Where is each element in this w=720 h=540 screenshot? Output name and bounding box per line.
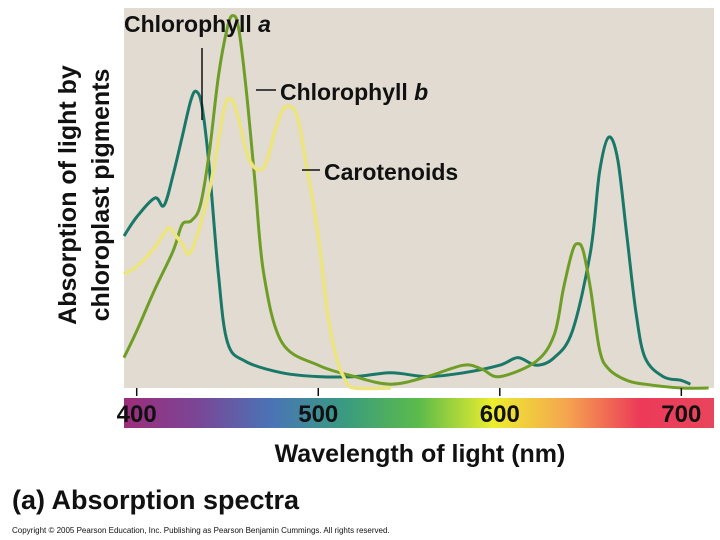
y-axis-label-group: Absorption of light by chloroplast pigme… <box>54 65 115 325</box>
x-tick-marks <box>135 388 683 396</box>
series-line-chlorophyll-a <box>122 89 692 386</box>
series-label-chlorophyll-b: Chlorophyll b <box>280 79 428 105</box>
figure-title: (a) Absorption spectra <box>12 485 300 515</box>
x-axis-label: Wavelength of light (nm) <box>275 440 566 468</box>
x-tick-label-700: 700 <box>661 401 701 428</box>
series-label-chlorophyll-a: Chlorophyll a <box>124 11 271 37</box>
visible-spectrum-bar <box>124 398 714 428</box>
x-tick-labels: 400 500 600 700 <box>117 401 702 428</box>
y-axis-label-line-2: chloroplast pigments <box>87 69 115 322</box>
plot-area <box>124 8 714 388</box>
y-axis-label-line-1: Absorption of light by <box>54 65 82 325</box>
x-tick-label-600: 600 <box>480 401 520 428</box>
copyright-notice: Copyright © 2005 Pearson Education, Inc.… <box>12 526 390 535</box>
series-line-chlorophyll-b <box>122 14 709 390</box>
x-tick-label-400: 400 <box>117 401 157 428</box>
x-tick-label-500: 500 <box>298 401 338 428</box>
series-label-carotenoids: Carotenoids <box>324 159 458 185</box>
series-line-carotenoids <box>123 96 391 391</box>
